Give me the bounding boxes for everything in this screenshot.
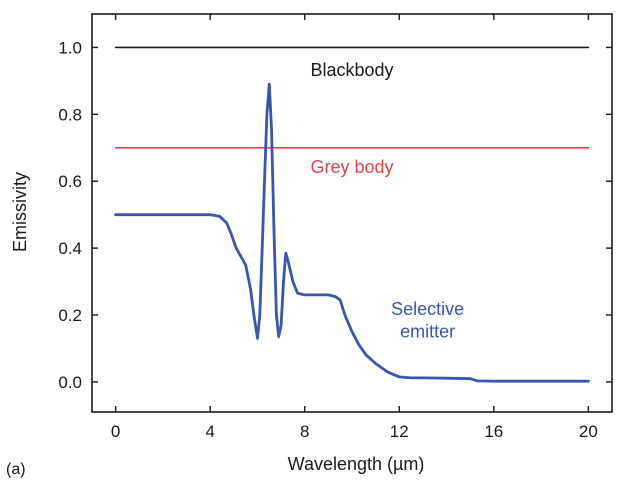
- series-label-grey-body: Grey body: [310, 157, 393, 177]
- y-tick-label: 1.0: [58, 38, 82, 57]
- y-axis-label: Emissivity: [10, 172, 30, 252]
- x-tick-label: 4: [205, 422, 214, 441]
- x-axis-label: Wavelength (µm): [288, 454, 425, 474]
- x-tick-label: 12: [390, 422, 409, 441]
- series-label-selective-emitter: Selective emitter: [391, 299, 464, 342]
- plot-frame: [91, 13, 613, 413]
- x-tick-label: 16: [484, 422, 503, 441]
- series-line-selective-emitter: [114, 82, 590, 383]
- y-tick-label: 0.0: [58, 373, 82, 392]
- y-tick-label: 0.2: [58, 306, 82, 325]
- series-label-blackbody: Blackbody: [310, 60, 393, 80]
- y-tick-label: 0.4: [58, 239, 82, 258]
- y-tick-label: 0.8: [58, 105, 82, 124]
- panel-label: (a): [6, 461, 26, 478]
- x-tick-label: 8: [300, 422, 309, 441]
- y-tick-label: 0.6: [58, 172, 82, 191]
- x-tick-label: 0: [111, 422, 120, 441]
- x-tick-label: 20: [579, 422, 598, 441]
